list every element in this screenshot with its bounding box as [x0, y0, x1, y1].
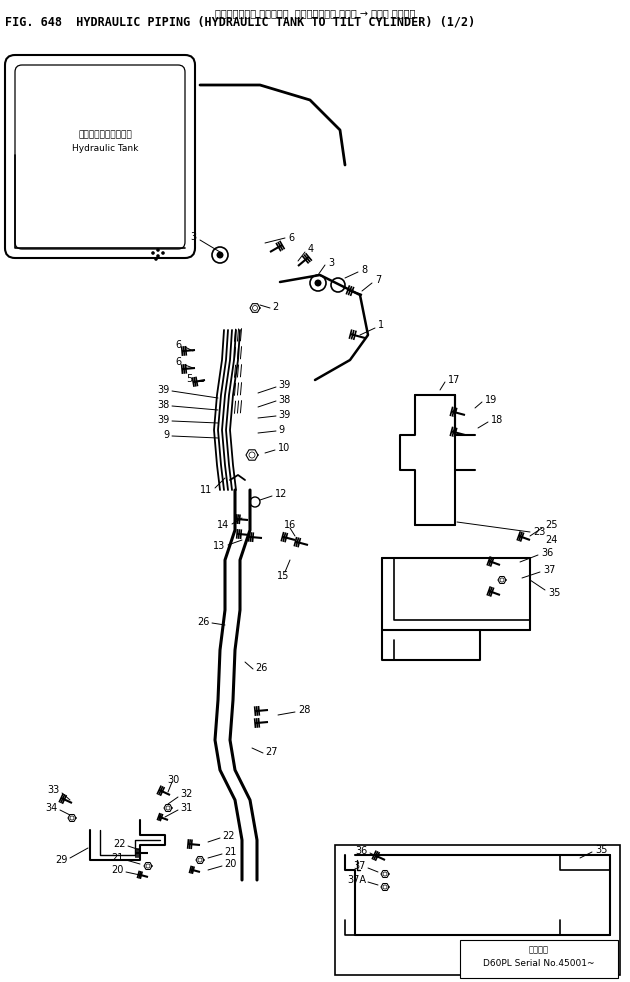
- Text: 26: 26: [198, 617, 210, 627]
- Text: 33: 33: [48, 785, 60, 795]
- Text: 7: 7: [375, 275, 381, 285]
- Text: 20: 20: [224, 859, 236, 869]
- Text: 38: 38: [278, 395, 290, 405]
- Circle shape: [156, 254, 160, 258]
- Text: Hydraulic Tank: Hydraulic Tank: [72, 143, 138, 152]
- Circle shape: [383, 872, 387, 876]
- Text: 36: 36: [356, 846, 368, 856]
- Bar: [335, 845, 620, 975]
- Text: ハイドロリック パイピング  ハイドロリック タンク → チルト シリンダ: ハイドロリック パイピング ハイドロリック タンク → チルト シリンダ: [215, 8, 415, 18]
- Text: 8: 8: [361, 265, 367, 275]
- Text: 22: 22: [113, 839, 126, 849]
- Text: 31: 31: [180, 803, 192, 813]
- Text: 13: 13: [213, 541, 225, 551]
- Circle shape: [217, 251, 224, 258]
- Text: 29: 29: [55, 855, 68, 865]
- Text: 23: 23: [533, 527, 546, 537]
- Text: 32: 32: [180, 789, 192, 799]
- Text: 37: 37: [353, 861, 366, 871]
- Text: 37A: 37A: [347, 875, 366, 885]
- Circle shape: [156, 248, 160, 251]
- Circle shape: [383, 885, 387, 889]
- Text: FIG. 648  HYDRAULIC PIPING (HYDRAULIC TANK TO TILT CYLINDER) (1/2): FIG. 648 HYDRAULIC PIPING (HYDRAULIC TAN…: [5, 16, 475, 28]
- Circle shape: [198, 858, 202, 862]
- Text: 19: 19: [485, 395, 497, 405]
- Text: 21: 21: [112, 853, 124, 863]
- Circle shape: [70, 816, 74, 820]
- Text: 5: 5: [186, 374, 192, 384]
- Text: 18: 18: [491, 415, 503, 425]
- Text: 10: 10: [278, 443, 290, 453]
- Text: 22: 22: [222, 831, 234, 841]
- Text: 24: 24: [545, 535, 558, 545]
- Text: 28: 28: [298, 705, 311, 715]
- Text: 34: 34: [46, 803, 58, 813]
- Text: 37: 37: [543, 565, 556, 575]
- Text: 3: 3: [190, 232, 196, 242]
- Text: 36: 36: [541, 548, 553, 558]
- Text: 6: 6: [176, 340, 182, 350]
- Circle shape: [314, 280, 321, 287]
- Circle shape: [146, 864, 150, 868]
- Text: 2: 2: [272, 302, 278, 312]
- Text: 39: 39: [278, 380, 290, 390]
- Text: 39: 39: [158, 415, 170, 425]
- Text: 17: 17: [448, 375, 461, 385]
- Text: 26: 26: [255, 663, 267, 673]
- Text: 1: 1: [378, 320, 384, 330]
- Text: 14: 14: [217, 520, 229, 530]
- Circle shape: [500, 578, 504, 582]
- Text: 30: 30: [167, 775, 179, 785]
- Bar: [460, 940, 618, 978]
- Circle shape: [253, 305, 258, 310]
- Circle shape: [161, 251, 165, 254]
- Text: 35: 35: [595, 845, 607, 855]
- Text: 9: 9: [164, 430, 170, 440]
- Text: 25: 25: [545, 520, 558, 530]
- Text: 11: 11: [200, 485, 212, 495]
- Text: 21: 21: [224, 847, 236, 857]
- Text: 20: 20: [112, 865, 124, 875]
- Text: 35: 35: [548, 588, 560, 598]
- Text: 4: 4: [308, 244, 314, 254]
- Text: D60PL Serial No.45001~: D60PL Serial No.45001~: [483, 958, 595, 967]
- Text: 38: 38: [158, 400, 170, 410]
- Text: 12: 12: [275, 489, 287, 499]
- Text: 16: 16: [284, 520, 296, 530]
- Text: ハイドロリックタンク: ハイドロリックタンク: [78, 131, 132, 139]
- Circle shape: [249, 452, 255, 458]
- Text: 27: 27: [265, 747, 277, 757]
- Text: 6: 6: [176, 357, 182, 367]
- Circle shape: [151, 251, 155, 254]
- Text: 適用機種: 適用機種: [529, 946, 549, 955]
- Circle shape: [166, 806, 170, 810]
- Text: 15: 15: [277, 571, 289, 581]
- Circle shape: [154, 257, 158, 261]
- Text: 9: 9: [278, 425, 284, 435]
- Text: 39: 39: [278, 410, 290, 420]
- Text: 39: 39: [158, 385, 170, 395]
- Text: 6: 6: [288, 233, 294, 243]
- Text: 3: 3: [328, 258, 334, 268]
